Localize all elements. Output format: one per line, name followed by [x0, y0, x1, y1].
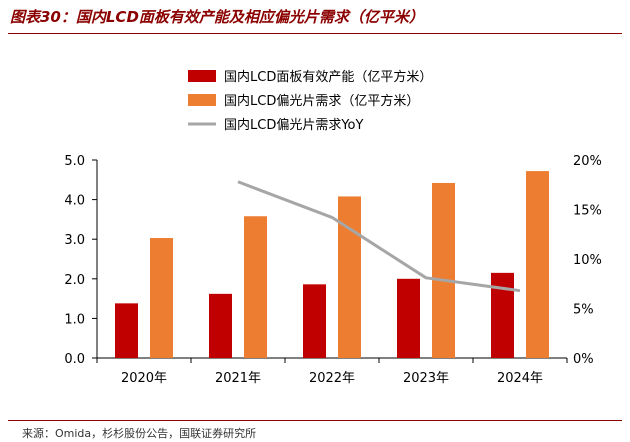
bar-polarizer-demand [432, 182, 455, 358]
right-axis-tick-label: 5% [573, 303, 594, 318]
legend-swatch [188, 94, 216, 106]
bar-polarizer-demand [150, 238, 173, 358]
bar-panel-capacity [491, 272, 514, 358]
yoy-line [237, 180, 521, 293]
bar-panel-capacity [303, 284, 326, 358]
title-divider [8, 33, 622, 34]
source-note: 来源：Omida，杉杉股份公告，国联证券研究所 [22, 427, 257, 440]
figure-title: 图表30：国内LCD面板有效产能及相应偏光片需求（亿平米） [10, 8, 424, 26]
left-axis-tick-label: 1.0 [64, 312, 85, 327]
legend-swatch [188, 70, 216, 82]
left-axis-tick-label: 5.0 [64, 154, 85, 169]
legend-label: 国内LCD偏光片需求（亿平方米） [224, 93, 419, 109]
left-axis-tick-label: 4.0 [64, 194, 85, 209]
left-axis-tick-label: 3.0 [64, 233, 85, 248]
legend-label: 国内LCD面板有效产能（亿平方米） [224, 69, 432, 85]
right-axis-tick-label: 15% [573, 204, 602, 219]
x-axis-tick-label: 2023年 [403, 371, 449, 386]
x-axis-tick-label: 2021年 [215, 371, 261, 386]
right-axis-tick-label: 10% [573, 253, 602, 268]
legend-label: 国内LCD偏光片需求YoY [224, 117, 363, 133]
source-divider [8, 420, 622, 421]
bar-panel-capacity [115, 303, 138, 358]
right-axis-tick-label: 0% [573, 352, 594, 367]
bar-polarizer-demand [526, 171, 549, 358]
x-axis-tick-label: 2022年 [309, 371, 355, 386]
x-axis-tick-label: 2020年 [121, 371, 167, 386]
right-axis-tick-label: 20% [573, 154, 602, 169]
left-axis-tick-label: 0.0 [64, 352, 85, 367]
bar-panel-capacity [209, 293, 232, 358]
x-axis-tick-label: 2024年 [497, 371, 543, 386]
left-axis-tick-label: 2.0 [64, 273, 85, 288]
bar-polarizer-demand [338, 196, 361, 358]
bar-polarizer-demand [244, 216, 267, 358]
bar-panel-capacity [397, 278, 420, 358]
